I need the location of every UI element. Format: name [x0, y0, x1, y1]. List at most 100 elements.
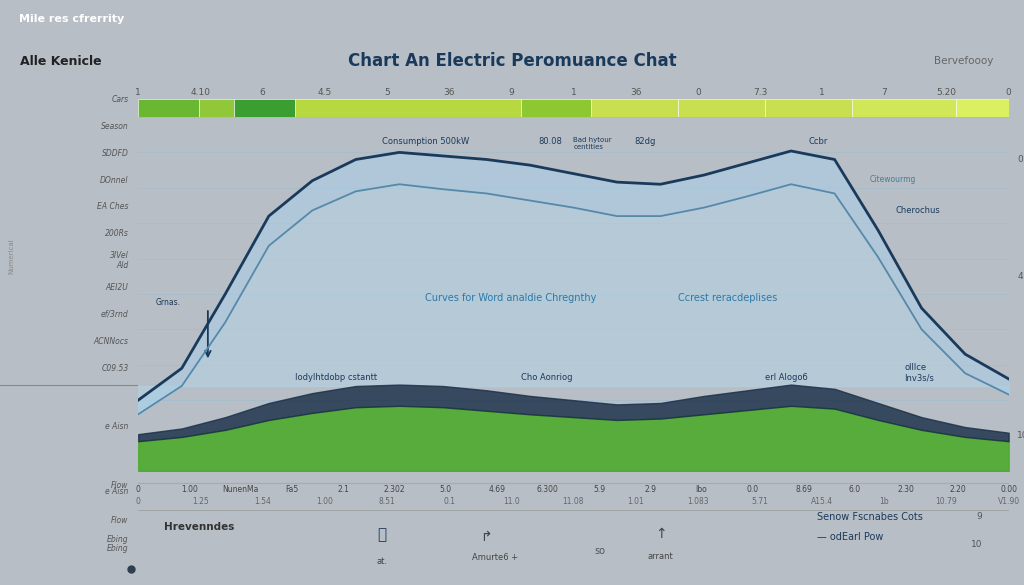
Text: Ebing: Ebing [106, 535, 129, 543]
Bar [521, 99, 591, 117]
Bar [233, 99, 295, 117]
Text: 8.69: 8.69 [796, 485, 812, 494]
Text: — odEarl Pow: — odEarl Pow [817, 532, 884, 542]
Text: Alle Kenicle: Alle Kenicle [20, 55, 102, 68]
Text: Iodylhtdobp cstantt: Iodylhtdobp cstantt [295, 373, 377, 383]
Text: 9: 9 [977, 512, 983, 521]
Text: 1.00: 1.00 [316, 497, 333, 506]
Text: 1.01: 1.01 [628, 497, 644, 506]
Text: Flow: Flow [112, 481, 129, 490]
Text: 2.20: 2.20 [949, 485, 966, 494]
Text: Amurte6 +: Amurte6 + [472, 553, 518, 562]
Text: 1.00: 1.00 [181, 485, 198, 494]
Text: Curves for Word analdie Chregnthy: Curves for Word analdie Chregnthy [426, 293, 597, 303]
Text: 5: 5 [384, 88, 390, 97]
Text: 36: 36 [443, 88, 455, 97]
Text: Hrevenndes: Hrevenndes [164, 522, 234, 532]
Text: Consumption 500kW: Consumption 500kW [382, 137, 469, 146]
Text: 82dg: 82dg [635, 137, 655, 146]
Bar [295, 99, 521, 117]
Text: Grnas.: Grnas. [156, 298, 180, 307]
Text: C09.53: C09.53 [101, 364, 129, 373]
Text: 1: 1 [819, 88, 825, 97]
Text: olllce
Inv3s/s: olllce Inv3s/s [904, 363, 934, 383]
Text: 10: 10 [971, 540, 983, 549]
Text: Cars: Cars [112, 95, 129, 104]
Text: 10: 10 [1018, 431, 1024, 440]
Text: 1.25: 1.25 [193, 497, 209, 506]
Text: 6: 6 [260, 88, 265, 97]
Text: erl Alogoб: erl Alogoб [765, 373, 808, 383]
Bar [138, 99, 199, 117]
Text: Cherochus: Cherochus [895, 205, 940, 215]
Text: ↑: ↑ [654, 528, 667, 541]
Text: 5.20: 5.20 [937, 88, 956, 97]
Text: 9: 9 [508, 88, 514, 97]
Text: 2.30: 2.30 [898, 485, 914, 494]
Text: 80.08: 80.08 [539, 137, 562, 146]
Text: 0: 0 [136, 497, 140, 506]
Text: 4: 4 [1018, 272, 1023, 281]
Bar [199, 99, 233, 117]
Text: Ccbr: Ccbr [809, 137, 827, 146]
Text: 4.10: 4.10 [190, 88, 210, 97]
Text: 6.0: 6.0 [849, 485, 861, 494]
Text: SDDFD: SDDFD [101, 149, 129, 158]
Bar [765, 99, 852, 117]
Text: 1b: 1b [880, 497, 889, 506]
Text: Flow: Flow [112, 515, 129, 525]
Text: NunenMa: NunenMa [222, 485, 259, 494]
Text: AEI2U: AEI2U [105, 283, 129, 292]
Text: 0: 0 [136, 485, 140, 494]
Text: 0.0: 0.0 [746, 485, 759, 494]
Text: Bad hytour
centities: Bad hytour centities [573, 137, 612, 150]
Text: 1.083: 1.083 [687, 497, 709, 506]
Text: 8.51: 8.51 [379, 497, 395, 506]
Text: Numerical: Numerical [8, 238, 14, 274]
Text: 4.5: 4.5 [317, 88, 332, 97]
Text: 10.79: 10.79 [936, 497, 957, 506]
Text: 7.3: 7.3 [753, 88, 767, 97]
Text: 0: 0 [1006, 88, 1012, 97]
Text: 4.69: 4.69 [488, 485, 505, 494]
Text: Season: Season [100, 122, 129, 131]
Text: Ebing: Ebing [106, 544, 129, 553]
Text: 7: 7 [882, 88, 887, 97]
Bar [591, 99, 678, 117]
Text: Mile res cfrerrity: Mile res cfrerrity [19, 14, 125, 24]
Text: 2.302: 2.302 [383, 485, 406, 494]
Text: Fa5: Fa5 [286, 485, 298, 494]
Text: 2.9: 2.9 [644, 485, 656, 494]
Text: V1.90: V1.90 [997, 497, 1020, 506]
Text: 11.0: 11.0 [503, 497, 519, 506]
Text: ACNNocs: ACNNocs [93, 337, 129, 346]
Text: Cho Aonriog: Cho Aonriog [521, 373, 572, 383]
Text: Ibo: Ibo [695, 485, 708, 494]
Text: 5.9: 5.9 [593, 485, 605, 494]
Text: at.: at. [377, 556, 387, 566]
Text: 5.71: 5.71 [752, 497, 768, 506]
Text: A15.4: A15.4 [811, 497, 834, 506]
Text: Senow Fscnabes Cots: Senow Fscnabes Cots [817, 512, 923, 522]
Text: 5.0: 5.0 [439, 485, 452, 494]
Text: e Aisn: e Aisn [105, 422, 129, 431]
Text: Bervefoooy: Bervefoooy [934, 56, 993, 67]
Text: 0: 0 [695, 88, 700, 97]
Text: 11.08: 11.08 [563, 497, 584, 506]
Text: so: so [594, 546, 605, 556]
Text: Ccrest reracdeplises: Ccrest reracdeplises [678, 293, 777, 303]
Text: 6.300: 6.300 [537, 485, 559, 494]
Text: Citewourmg: Citewourmg [869, 175, 915, 184]
Text: 36: 36 [630, 88, 641, 97]
Text: 200Rs: 200Rs [104, 229, 129, 238]
Text: 0.1: 0.1 [443, 497, 455, 506]
Text: e Aisn: e Aisn [105, 487, 129, 496]
Bar [956, 99, 1009, 117]
Bar [678, 99, 765, 117]
Text: 3IVel
Ald: 3IVel Ald [110, 251, 129, 270]
Text: arrant: arrant [647, 552, 674, 562]
Text: 0.00: 0.00 [1000, 485, 1017, 494]
Text: ↱: ↱ [480, 531, 493, 545]
Text: 1: 1 [135, 88, 141, 97]
Text: EA Ches: EA Ches [97, 202, 129, 211]
